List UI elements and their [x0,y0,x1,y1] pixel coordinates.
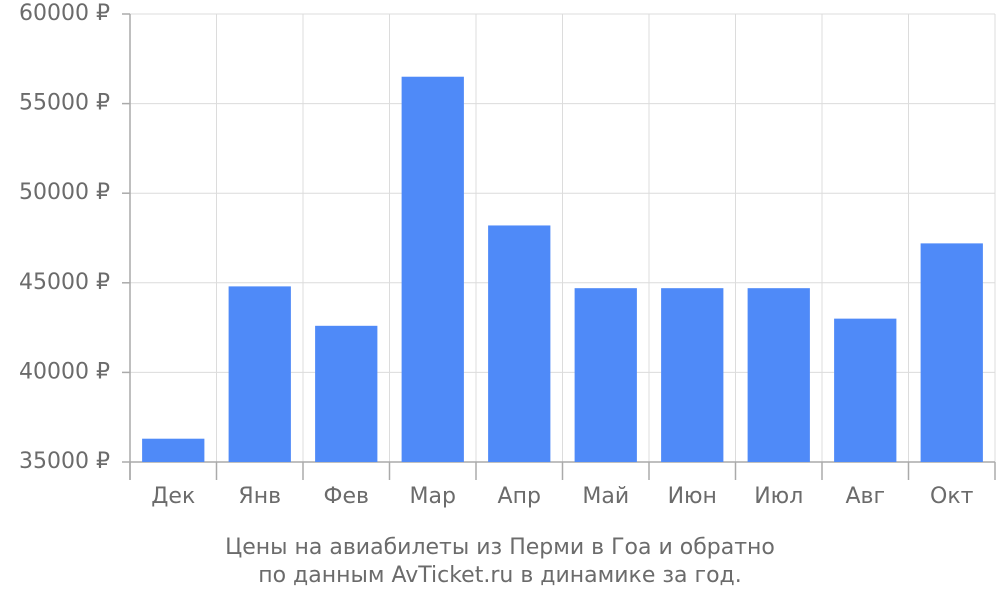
chart-title: по данным AvTicket.ru в динамике за год. [258,563,742,588]
bar [747,288,810,462]
bar [661,288,724,462]
bar [574,288,637,462]
bar [315,325,378,462]
x-tick-label: Янв [238,484,281,509]
y-tick-label: 60000 ₽ [19,1,110,26]
y-tick-label: 35000 ₽ [19,449,110,474]
x-tick-label: Авг [845,484,885,509]
y-tick-label: 55000 ₽ [19,91,110,116]
bar [228,286,291,462]
x-tick-label: Мар [410,484,456,509]
x-tick-label: Май [582,484,629,509]
y-tick-label: 40000 ₽ [19,359,110,384]
y-tick-label: 50000 ₽ [19,180,110,205]
y-tick-label: 45000 ₽ [19,270,110,295]
bar [142,438,205,462]
bar [920,243,983,462]
x-tick-label: Июн [668,484,717,509]
x-tick-label: Дек [151,484,195,509]
chart-title: Цены на авиабилеты из Перми в Гоа и обра… [225,535,775,560]
bar [488,225,551,462]
bar [401,76,464,462]
x-tick-label: Фев [324,484,369,509]
x-tick-label: Окт [930,484,974,509]
bar [834,318,897,462]
x-tick-label: Апр [498,484,541,509]
x-tick-label: Июл [754,484,803,509]
